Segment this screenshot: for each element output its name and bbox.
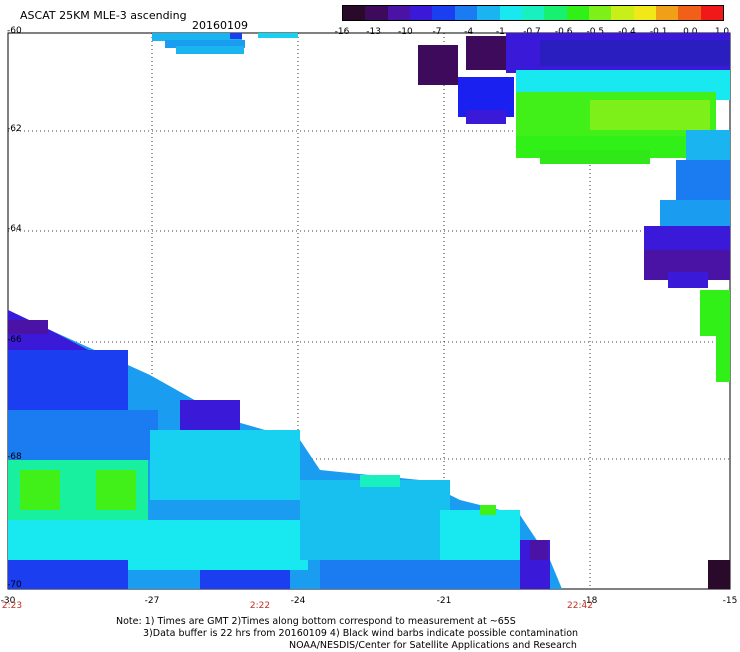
time-label: 22:42 bbox=[567, 601, 593, 611]
map-date: 20160109 bbox=[192, 19, 248, 32]
lon-label: -27 bbox=[144, 596, 160, 606]
lon-label: -21 bbox=[436, 596, 452, 606]
color-scale-label: -0.4 bbox=[618, 27, 636, 37]
lat-label: -64 bbox=[7, 224, 22, 234]
color-scale-label: 0.0 bbox=[683, 27, 698, 37]
color-swatch bbox=[678, 6, 701, 20]
color-swatch bbox=[343, 6, 366, 20]
lat-label: -60 bbox=[7, 26, 22, 36]
color-scale-label: -0.6 bbox=[554, 27, 573, 37]
lon-label: -24 bbox=[290, 596, 306, 606]
lon-label: -15 bbox=[722, 596, 738, 606]
map-title: ASCAT 25KM MLE-3 ascending bbox=[20, 9, 187, 22]
swath-top-right bbox=[418, 33, 730, 589]
color-swatch bbox=[432, 6, 455, 20]
color-swatch bbox=[611, 6, 634, 20]
swath-bottom-left bbox=[8, 310, 562, 589]
color-scale-label: -10 bbox=[397, 27, 413, 37]
footnote-line-1: Note: 1) Times are GMT 2)Times along bot… bbox=[116, 616, 516, 627]
lon-label: -30 bbox=[0, 596, 16, 606]
lat-label: -70 bbox=[7, 580, 22, 590]
color-scale-label: -0.7 bbox=[523, 27, 541, 37]
color-swatch bbox=[387, 6, 411, 20]
color-scale-label: -0.1 bbox=[649, 27, 668, 37]
lat-label: -66 bbox=[7, 335, 22, 345]
color-swatch bbox=[454, 6, 478, 20]
color-scale-label: 1.0 bbox=[714, 27, 730, 37]
color-swatch bbox=[410, 6, 433, 20]
color-scale-label: -13 bbox=[366, 27, 382, 37]
color-scale-label: -7 bbox=[432, 27, 442, 37]
color-swatch bbox=[588, 6, 612, 20]
time-label: 2:23 bbox=[1, 601, 23, 611]
color-swatch bbox=[700, 6, 724, 20]
color-scale-label: -0.5 bbox=[586, 27, 605, 37]
color-swatch bbox=[656, 6, 679, 20]
footnote-line-3: NOAA/NESDIS/Center for Satellite Applica… bbox=[289, 640, 577, 651]
swath-top-left bbox=[152, 33, 298, 54]
color-swatch bbox=[566, 6, 589, 20]
color-swatch bbox=[544, 6, 567, 20]
color-scale-bar bbox=[342, 5, 724, 21]
color-swatch bbox=[499, 6, 522, 20]
color-swatch bbox=[365, 6, 388, 20]
color-swatch bbox=[521, 6, 545, 20]
color-swatch bbox=[633, 6, 657, 20]
lat-label: -68 bbox=[7, 452, 22, 462]
time-label: 2:22 bbox=[249, 601, 271, 611]
color-swatch bbox=[477, 6, 500, 20]
lon-label: -18 bbox=[582, 596, 598, 606]
footnote-line-2: 3)Data buffer is 22 hrs from 20160109 4)… bbox=[143, 628, 579, 639]
color-scale-label: -4 bbox=[464, 27, 474, 37]
lat-label: -62 bbox=[7, 124, 22, 134]
color-scale-label: -16 bbox=[334, 27, 350, 37]
color-scale-label: -1 bbox=[495, 27, 505, 37]
